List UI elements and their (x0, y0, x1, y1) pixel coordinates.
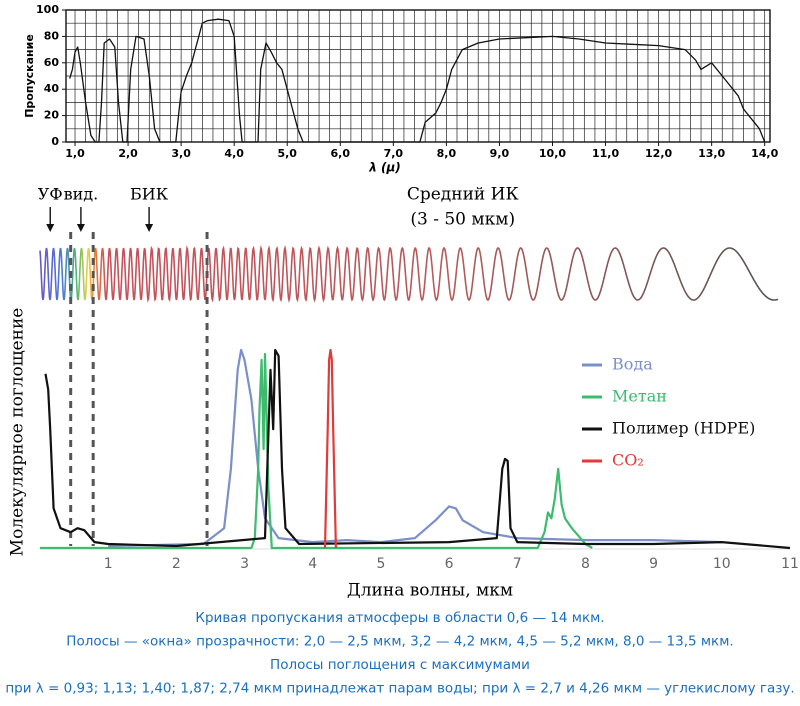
series-line (108, 348, 722, 548)
x-tick-label: 7,0 (384, 147, 404, 160)
x-tick-label: 8 (581, 556, 590, 572)
series-line (69, 18, 766, 143)
x-tick-label: 3 (240, 556, 249, 572)
x-tick-label: 1,0 (65, 147, 85, 160)
annotation: БИК (130, 185, 169, 204)
x-tick-label: 4 (308, 556, 317, 572)
y-axis-label: Пропускание (23, 34, 36, 118)
y-tick-label: 100 (36, 3, 59, 16)
caption: Кривая пропускания атмосферы в области 0… (5, 610, 794, 697)
arrow-head (76, 224, 85, 232)
y-tick-label: 20 (44, 109, 60, 122)
caption-line: Кривая пропускания атмосферы в области 0… (195, 610, 604, 626)
x-tick-label: 6,0 (331, 147, 351, 160)
x-tick-label: 12,0 (645, 147, 672, 160)
spectrum-wave (39, 244, 779, 304)
annotation: (3 - 50 мкм) (410, 210, 515, 230)
annotation: Средний ИК (407, 185, 519, 205)
x-tick-label: 8,0 (437, 147, 457, 160)
annotation: вид. (64, 185, 99, 204)
caption-line: Полосы поглощения с максимумами (270, 657, 530, 673)
absorption-chart: УФ вид. БИК Средний ИК (3 - 50 мкм) 1 2 3 4 5 6 7 8 9… (8, 185, 799, 601)
series-line (44, 348, 791, 550)
y-tick-label: 40 (44, 82, 60, 95)
y-tick-label: 80 (44, 29, 60, 42)
y-tick-label: 0 (51, 135, 59, 148)
x-tick-label: 2,0 (118, 147, 138, 160)
x-tick-label: 7 (513, 556, 522, 572)
x-axis-label: Длина волны, мкм (347, 581, 513, 601)
x-tick-label: 5,0 (277, 147, 297, 160)
x-axis-label: λ (μ) (368, 161, 401, 175)
x-tick-label: 10,0 (539, 147, 566, 160)
legend-label: Полимер (HDPE) (612, 419, 755, 438)
series-line (40, 352, 593, 550)
x-tick-label: 10 (713, 556, 731, 572)
x-tick-label: 1 (104, 556, 113, 572)
x-tick-label: 14,0 (751, 147, 778, 160)
x-tick-label: 13,0 (698, 147, 725, 160)
transmission-chart: 0 20 40 60 80 100 1,0 2,0 3,0 4,0 5,0 6,0 7,0 8,0 9,0 1… (23, 3, 779, 175)
y-tick-label: 60 (44, 56, 60, 69)
x-tick-label: 3,0 (171, 147, 191, 160)
y-axis-label: Молекулярное поглощение (8, 308, 28, 557)
x-tick-label: 2 (172, 556, 181, 572)
annotation: УФ (38, 185, 63, 204)
x-tick-label: 11 (781, 556, 799, 572)
x-tick-label: 11,0 (592, 147, 619, 160)
x-tick-label: 9,0 (490, 147, 510, 160)
arrow-head (46, 224, 55, 232)
caption-line: при λ = 0,93; 1,13; 1,40; 1,87; 2,74 мкм… (5, 681, 794, 697)
arrow-head (145, 224, 154, 232)
caption-line: Полосы — «окна» прозрачности: 2,0 — 2,5 … (66, 634, 733, 650)
legend-label: CO₂ (612, 451, 644, 470)
x-tick-label: 4,0 (224, 147, 244, 160)
legend-label: Метан (612, 387, 667, 406)
series-line (323, 348, 337, 549)
x-tick-label: 6 (445, 556, 454, 572)
legend-label: Вода (612, 355, 653, 374)
x-tick-label: 9 (649, 556, 658, 572)
x-tick-label: 5 (376, 556, 385, 572)
